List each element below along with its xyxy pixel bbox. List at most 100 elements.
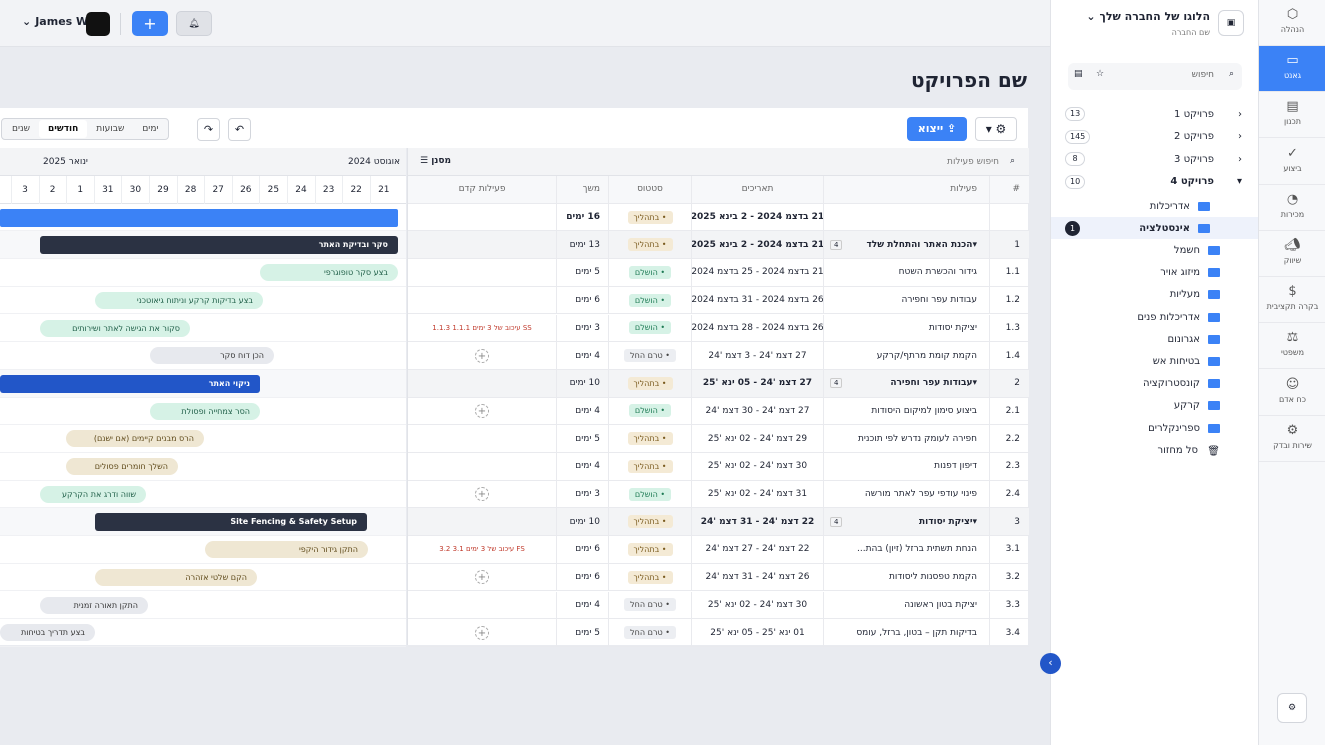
- collapse-sidebar-button[interactable]: ‹: [1040, 653, 1061, 674]
- status-badge[interactable]: • בתהליך: [627, 432, 673, 446]
- sidebar-folder[interactable]: 🗑︎ סל מחזור: [1051, 439, 1258, 461]
- table-row[interactable]: 2.3 דיפון דפנות 30 דצמ '24 - 02 ינא '25 • ב…: [408, 453, 1029, 481]
- predecessors[interactable]: [408, 453, 556, 480]
- table-row[interactable]: 2 ▾ עבודות עפר וחפירה 4 27 דצמ '24 - 05 ינ…: [408, 369, 1029, 398]
- predecessors[interactable]: +: [408, 398, 556, 425]
- status-badge[interactable]: • טרם החל: [624, 598, 676, 612]
- predecessors[interactable]: 3.2 עיכוב של 3 ימים 3.1 FS: [408, 536, 556, 563]
- activity-name[interactable]: הנחת תשתית ברזל (זיון) בהת...: [823, 536, 989, 563]
- predecessors[interactable]: +: [408, 342, 556, 369]
- table-row[interactable]: 3.2 הקמת טפסנות ליסודות 26 דצמ '24 - 31 דצ…: [408, 563, 1029, 592]
- sidebar-folder[interactable]: חשמל: [1051, 239, 1258, 261]
- expand-caret-icon[interactable]: ▾: [972, 516, 977, 527]
- predecessors[interactable]: +: [408, 481, 556, 508]
- expand-caret-icon[interactable]: ▾: [972, 239, 977, 250]
- view-years[interactable]: שנים: [12, 124, 30, 134]
- status-badge[interactable]: • בתהליך: [627, 570, 673, 584]
- activity-name[interactable]: ביצוע סימון למיקום היסודות: [823, 397, 989, 425]
- sidebar-search[interactable]: ⌕ חיפוש ☆ ▤: [1068, 63, 1242, 90]
- view-months[interactable]: חודשים: [38, 120, 88, 138]
- nav-4[interactable]: ◔ מכירות: [1259, 185, 1325, 231]
- sidebar-folder[interactable]: בטיחות אש: [1051, 350, 1258, 372]
- settings-gear-icon[interactable]: ⚙: [1277, 693, 1307, 723]
- sidebar-project[interactable]: פרויקט 3 ‹ 8: [1051, 148, 1258, 170]
- workspace-logo[interactable]: [86, 12, 110, 36]
- view-weeks[interactable]: שבועות: [96, 124, 125, 134]
- sidebar-folder[interactable]: אינסטלציה 1: [1051, 217, 1258, 240]
- nav-2[interactable]: ▤ תכנון: [1259, 92, 1325, 139]
- nav-0[interactable]: ⬡ הנהלה: [1259, 0, 1325, 46]
- column-header[interactable]: סטטוס: [608, 176, 691, 203]
- activity-name[interactable]: גידור והכשרת השטח: [823, 259, 989, 286]
- activity-name[interactable]: ▾ הכנת האתר והתחלת שלד 4: [823, 231, 989, 259]
- activity-search-input[interactable]: חיפוש פעילות: [947, 157, 999, 167]
- sidebar-folder[interactable]: ספרינקלרים: [1051, 417, 1258, 439]
- predecessors[interactable]: [408, 592, 556, 619]
- status-badge[interactable]: • בתהליך: [627, 515, 673, 529]
- user-menu[interactable]: ⌄ James W.: [22, 15, 91, 28]
- gantt-bar[interactable]: הסר צמחייה ופסולת: [150, 402, 260, 420]
- predecessors[interactable]: [408, 204, 556, 231]
- status-badge[interactable]: • בתהליך: [627, 210, 673, 224]
- nav-9[interactable]: ⚙ שירות ובדק: [1259, 416, 1325, 462]
- table-row[interactable]: 3.1 הנחת תשתית ברזל (זיון) בהת... 22 דצמ '…: [408, 536, 1029, 564]
- settings-button[interactable]: ▾ ⚙: [975, 117, 1017, 141]
- gantt-bar[interactable]: השלך חומרים פסולים: [66, 458, 178, 475]
- table-row[interactable]: 21 בדצמ 2024 - 2 בינא 2025 • בתהליך 16 ימי…: [408, 203, 1029, 232]
- export-button[interactable]: ייצוא ⇪: [907, 117, 967, 141]
- gantt-bar[interactable]: [0, 208, 398, 227]
- activity-name[interactable]: [823, 203, 989, 231]
- gantt-bar[interactable]: הכן דוח סקר: [150, 347, 274, 365]
- predecessors[interactable]: +: [408, 619, 556, 646]
- table-row[interactable]: 1.1 גידור והכשרת השטח 21 בדצמ 2024 - 25 בד…: [408, 259, 1029, 287]
- status-badge[interactable]: • בתהליך: [627, 238, 673, 252]
- gantt-bar[interactable]: בצע סקר טופוגרפי: [260, 264, 398, 282]
- redo-button[interactable]: ↷: [197, 118, 220, 141]
- nav-5[interactable]: 📣︎ שיווק: [1259, 231, 1325, 277]
- sidebar-folder[interactable]: מיזוג אויר: [1051, 262, 1258, 284]
- table-row[interactable]: 3 ▾ יציקת יסודות 4 22 דצמ '24 - 31 דצמ '24…: [408, 508, 1029, 537]
- nav-1[interactable]: ▭ גאנט: [1259, 46, 1325, 93]
- sidebar-folder[interactable]: אדריכלות פנים: [1051, 306, 1258, 328]
- gantt-bar[interactable]: הקם שלטי אזהרה: [95, 568, 257, 586]
- table-row[interactable]: 2.1 ביצוע סימון למיקום היסודות 27 דצמ '24 …: [408, 397, 1029, 426]
- archive-icon[interactable]: ▤: [1074, 69, 1083, 79]
- activity-name[interactable]: פינוי עודפי עפר לאתר מורשה: [823, 480, 989, 508]
- activity-name[interactable]: יציקת בטון ראשונה: [823, 591, 989, 619]
- nav-8[interactable]: ☺ כח אדם: [1259, 370, 1325, 416]
- table-row[interactable]: 1.4 הקמת קומת מרתף/קרקע 27 דצמ '24 - 3 דצמ…: [408, 342, 1029, 370]
- sidebar-folder[interactable]: מעליות: [1051, 284, 1258, 306]
- nav-7[interactable]: ⚖ משפטי: [1259, 323, 1325, 370]
- expand-caret-icon[interactable]: ▾: [972, 378, 977, 389]
- view-days[interactable]: ימים: [142, 124, 159, 134]
- predecessors[interactable]: [408, 259, 556, 286]
- gantt-bar[interactable]: הרס מבנים קיימים (אם ישנם): [66, 430, 204, 448]
- column-header[interactable]: פעילות קדם: [458, 184, 506, 195]
- add-button[interactable]: +: [132, 11, 168, 36]
- sidebar-project[interactable]: פרויקט 1 ‹ 13: [1051, 103, 1258, 125]
- nav-3[interactable]: ✓ ביצוע: [1259, 139, 1325, 185]
- table-row[interactable]: 1.2 עבודות עפר וחפירה 26 בדצמ 2024 - 31 בד…: [408, 286, 1029, 315]
- filter-button[interactable]: ☰ מסנן: [420, 156, 452, 166]
- table-row[interactable]: 3.3 יציקת בטון ראשונה 30 דצמ '24 - 02 ינא …: [408, 591, 1029, 620]
- predecessors[interactable]: +: [408, 564, 556, 591]
- sidebar-folder[interactable]: אדריכלות: [1051, 195, 1258, 217]
- column-header[interactable]: פעילות: [823, 176, 989, 203]
- chevron-down-icon[interactable]: ▾: [1236, 176, 1242, 187]
- status-badge[interactable]: • הושלם: [628, 265, 672, 279]
- status-badge[interactable]: • בתהליך: [627, 459, 673, 473]
- status-badge[interactable]: • טרם החל: [624, 349, 676, 363]
- sidebar-folder[interactable]: אגרונום: [1051, 328, 1258, 350]
- predecessors[interactable]: [408, 508, 556, 535]
- gantt-bar[interactable]: שווה ודרג את הקרקע: [40, 485, 146, 503]
- sidebar-search-input[interactable]: חיפוש: [1191, 70, 1214, 80]
- predecessors[interactable]: 1.1.3 עיכוב של 3 ימים 1.1.1 SS: [408, 315, 556, 342]
- table-row[interactable]: 3.4 בדיקות תקן – בטון, ברזל, עומס 01 ינא '…: [408, 619, 1029, 647]
- status-badge[interactable]: • הושלם: [628, 487, 672, 501]
- table-row[interactable]: 1 ▾ הכנת האתר והתחלת שלד 4 21 בדצמ 2024 - …: [408, 231, 1029, 260]
- sidebar-project[interactable]: פרויקט 2 ‹ 145: [1051, 126, 1258, 148]
- add-predecessor-button[interactable]: +: [475, 625, 489, 640]
- predecessors[interactable]: [408, 287, 556, 314]
- gantt-bar[interactable]: Site Fencing & Safety Setup: [95, 513, 367, 532]
- nav-6[interactable]: $ בקרה תקציבית: [1259, 277, 1325, 324]
